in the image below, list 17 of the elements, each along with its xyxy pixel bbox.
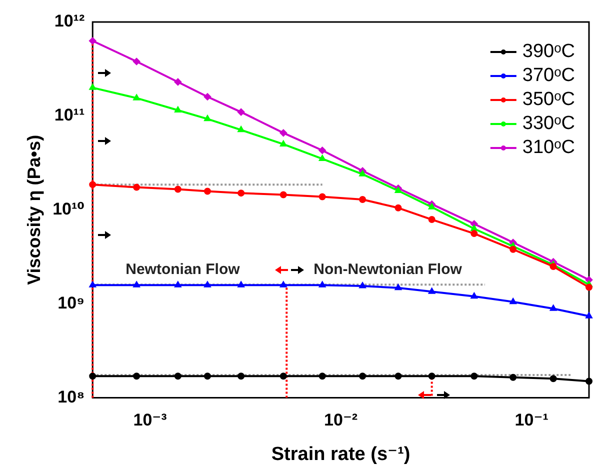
y-tick-label: 10¹² (54, 12, 85, 31)
x-tick-label: 10⁻¹ (514, 410, 549, 430)
legend-label: 370ᵒC (522, 65, 575, 86)
y-tick-label: 10¹⁰ (52, 200, 85, 219)
x-axis-title: Strain rate (s⁻¹) (271, 444, 410, 465)
x-tick-label: 10⁻² (324, 410, 358, 430)
x-tick-label: 10⁻³ (133, 410, 168, 430)
annotation: Newtonian Flow (126, 261, 240, 278)
y-axis-title: Viscosity η (Pa•s) (24, 134, 44, 285)
annotation: Non-Newtonian Flow (314, 261, 462, 278)
y-tick-label: 10⁹ (58, 294, 85, 313)
y-tick-label: 10¹¹ (54, 106, 85, 125)
legend-label: 330ᵒC (522, 113, 575, 134)
legend-label: 350ᵒC (522, 89, 575, 110)
y-tick-label: 10⁸ (58, 387, 85, 406)
legend-label: 310ᵒC (522, 137, 575, 158)
legend-label: 390ᵒC (522, 41, 575, 62)
